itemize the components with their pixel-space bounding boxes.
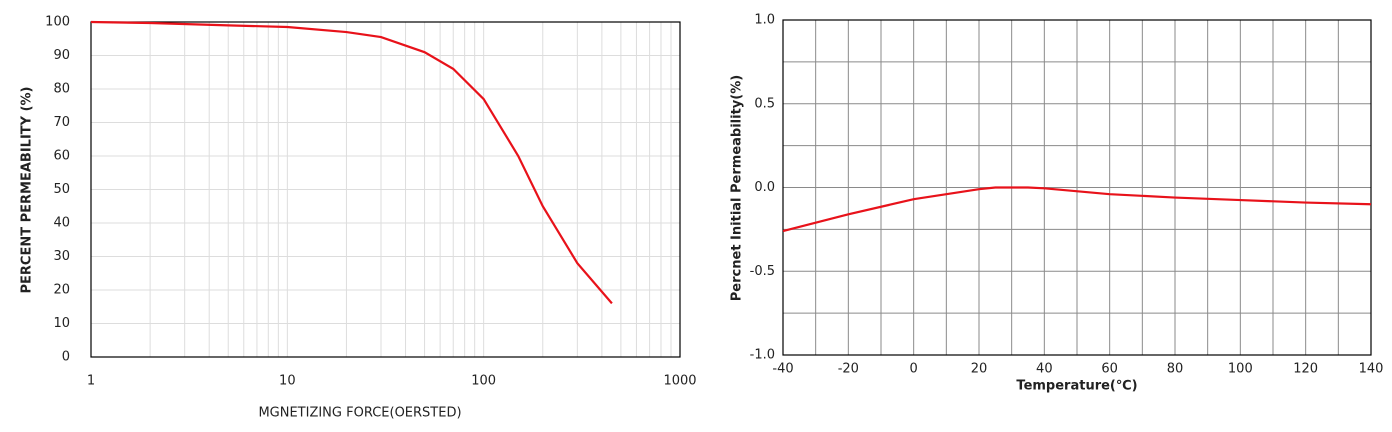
x-tick-label: 140 [1359, 362, 1384, 377]
y-axis-label: PERCENT PERMEABILITY (%) [20, 87, 35, 294]
y-tick-label: 0.5 [754, 96, 775, 111]
y-axis-label: Percnet Initial Permeability(%) [730, 75, 745, 301]
y-tick-label: 10 [53, 316, 70, 331]
y-tick-label: 0.0 [754, 180, 775, 195]
x-tick-label: 10 [279, 374, 296, 389]
plot-border [782, 19, 1372, 356]
x-axis-label: Temperature(℃) [1016, 379, 1137, 394]
x-tick-label: 80 [1167, 362, 1184, 377]
y-tick-label: 100 [45, 15, 70, 30]
y-tick-label: 50 [53, 182, 70, 197]
y-tick-label: 60 [53, 149, 70, 164]
x-tick-label: 100 [471, 374, 496, 389]
x-tick-label: 40 [1036, 362, 1053, 377]
plot-border [90, 21, 681, 358]
y-tick-label: 0 [62, 350, 70, 365]
x-tick-label: 60 [1101, 362, 1118, 377]
y-tick-label: 90 [53, 48, 70, 63]
x-tick-label: 100 [1228, 362, 1253, 377]
x-tick-label: 0 [910, 362, 918, 377]
x-tick-label: -40 [772, 362, 793, 377]
y-tick-label: -1.0 [750, 348, 775, 363]
x-tick-label: 1 [87, 374, 95, 389]
y-tick-label: -0.5 [750, 264, 775, 279]
y-tick-label: 40 [53, 216, 70, 231]
x-tick-label: -20 [838, 362, 859, 377]
y-tick-label: 80 [53, 82, 70, 97]
x-tick-label: 20 [971, 362, 988, 377]
y-tick-label: 70 [53, 115, 70, 130]
y-tick-label: 30 [53, 249, 70, 264]
x-tick-label: 1000 [663, 374, 696, 389]
y-tick-label: 1.0 [754, 13, 775, 28]
x-axis-label: MGNETIZING FORCE(OERSTED) [258, 406, 461, 421]
x-tick-label: 120 [1293, 362, 1318, 377]
data-line [782, 186, 1372, 233]
data-line [90, 20, 613, 305]
y-tick-label: 20 [53, 283, 70, 298]
